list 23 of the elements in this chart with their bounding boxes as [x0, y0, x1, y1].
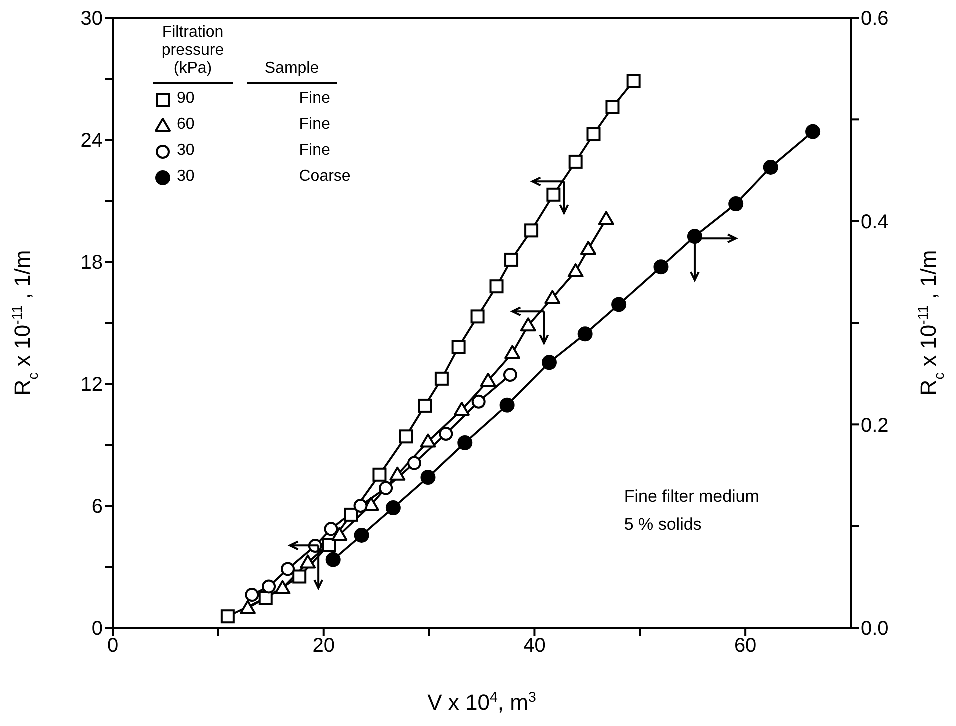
- x-tick-label: 0: [107, 635, 119, 658]
- legend-label: 90 Fine: [177, 89, 332, 109]
- x-tick-label: 40: [524, 635, 546, 658]
- annotation: Fine filter medium: [624, 486, 760, 506]
- annotation: 5 % solids: [624, 514, 702, 534]
- y-tick-label: 0: [92, 618, 103, 640]
- y-tick-label: 12: [80, 374, 103, 396]
- y2-tick-label: 0.2: [861, 414, 889, 437]
- x-axis-title: V x 10$^{4}$, m$^{3}$: [428, 690, 536, 715]
- y2-tick-label: 0.0: [861, 618, 889, 640]
- legend-label: 30 Fine: [177, 141, 332, 161]
- legend-label: 30 Coarse: [177, 167, 351, 187]
- y-tick-label: 24: [80, 130, 103, 152]
- legend-label: 60 Fine: [177, 115, 332, 135]
- x-tick-label: 20: [312, 635, 335, 658]
- y2-tick-label: 0.6: [861, 8, 889, 30]
- legend-title: Filtration pressure (kPa): [160, 24, 226, 78]
- y-tick-label: 6: [92, 496, 103, 518]
- y-tick-label: 18: [80, 252, 103, 274]
- y2-tick-label: 0.4: [861, 211, 889, 234]
- x-tick-label: 60: [734, 635, 757, 658]
- y-tick-label: 30: [80, 8, 103, 30]
- annotation: Sample: [264, 60, 320, 78]
